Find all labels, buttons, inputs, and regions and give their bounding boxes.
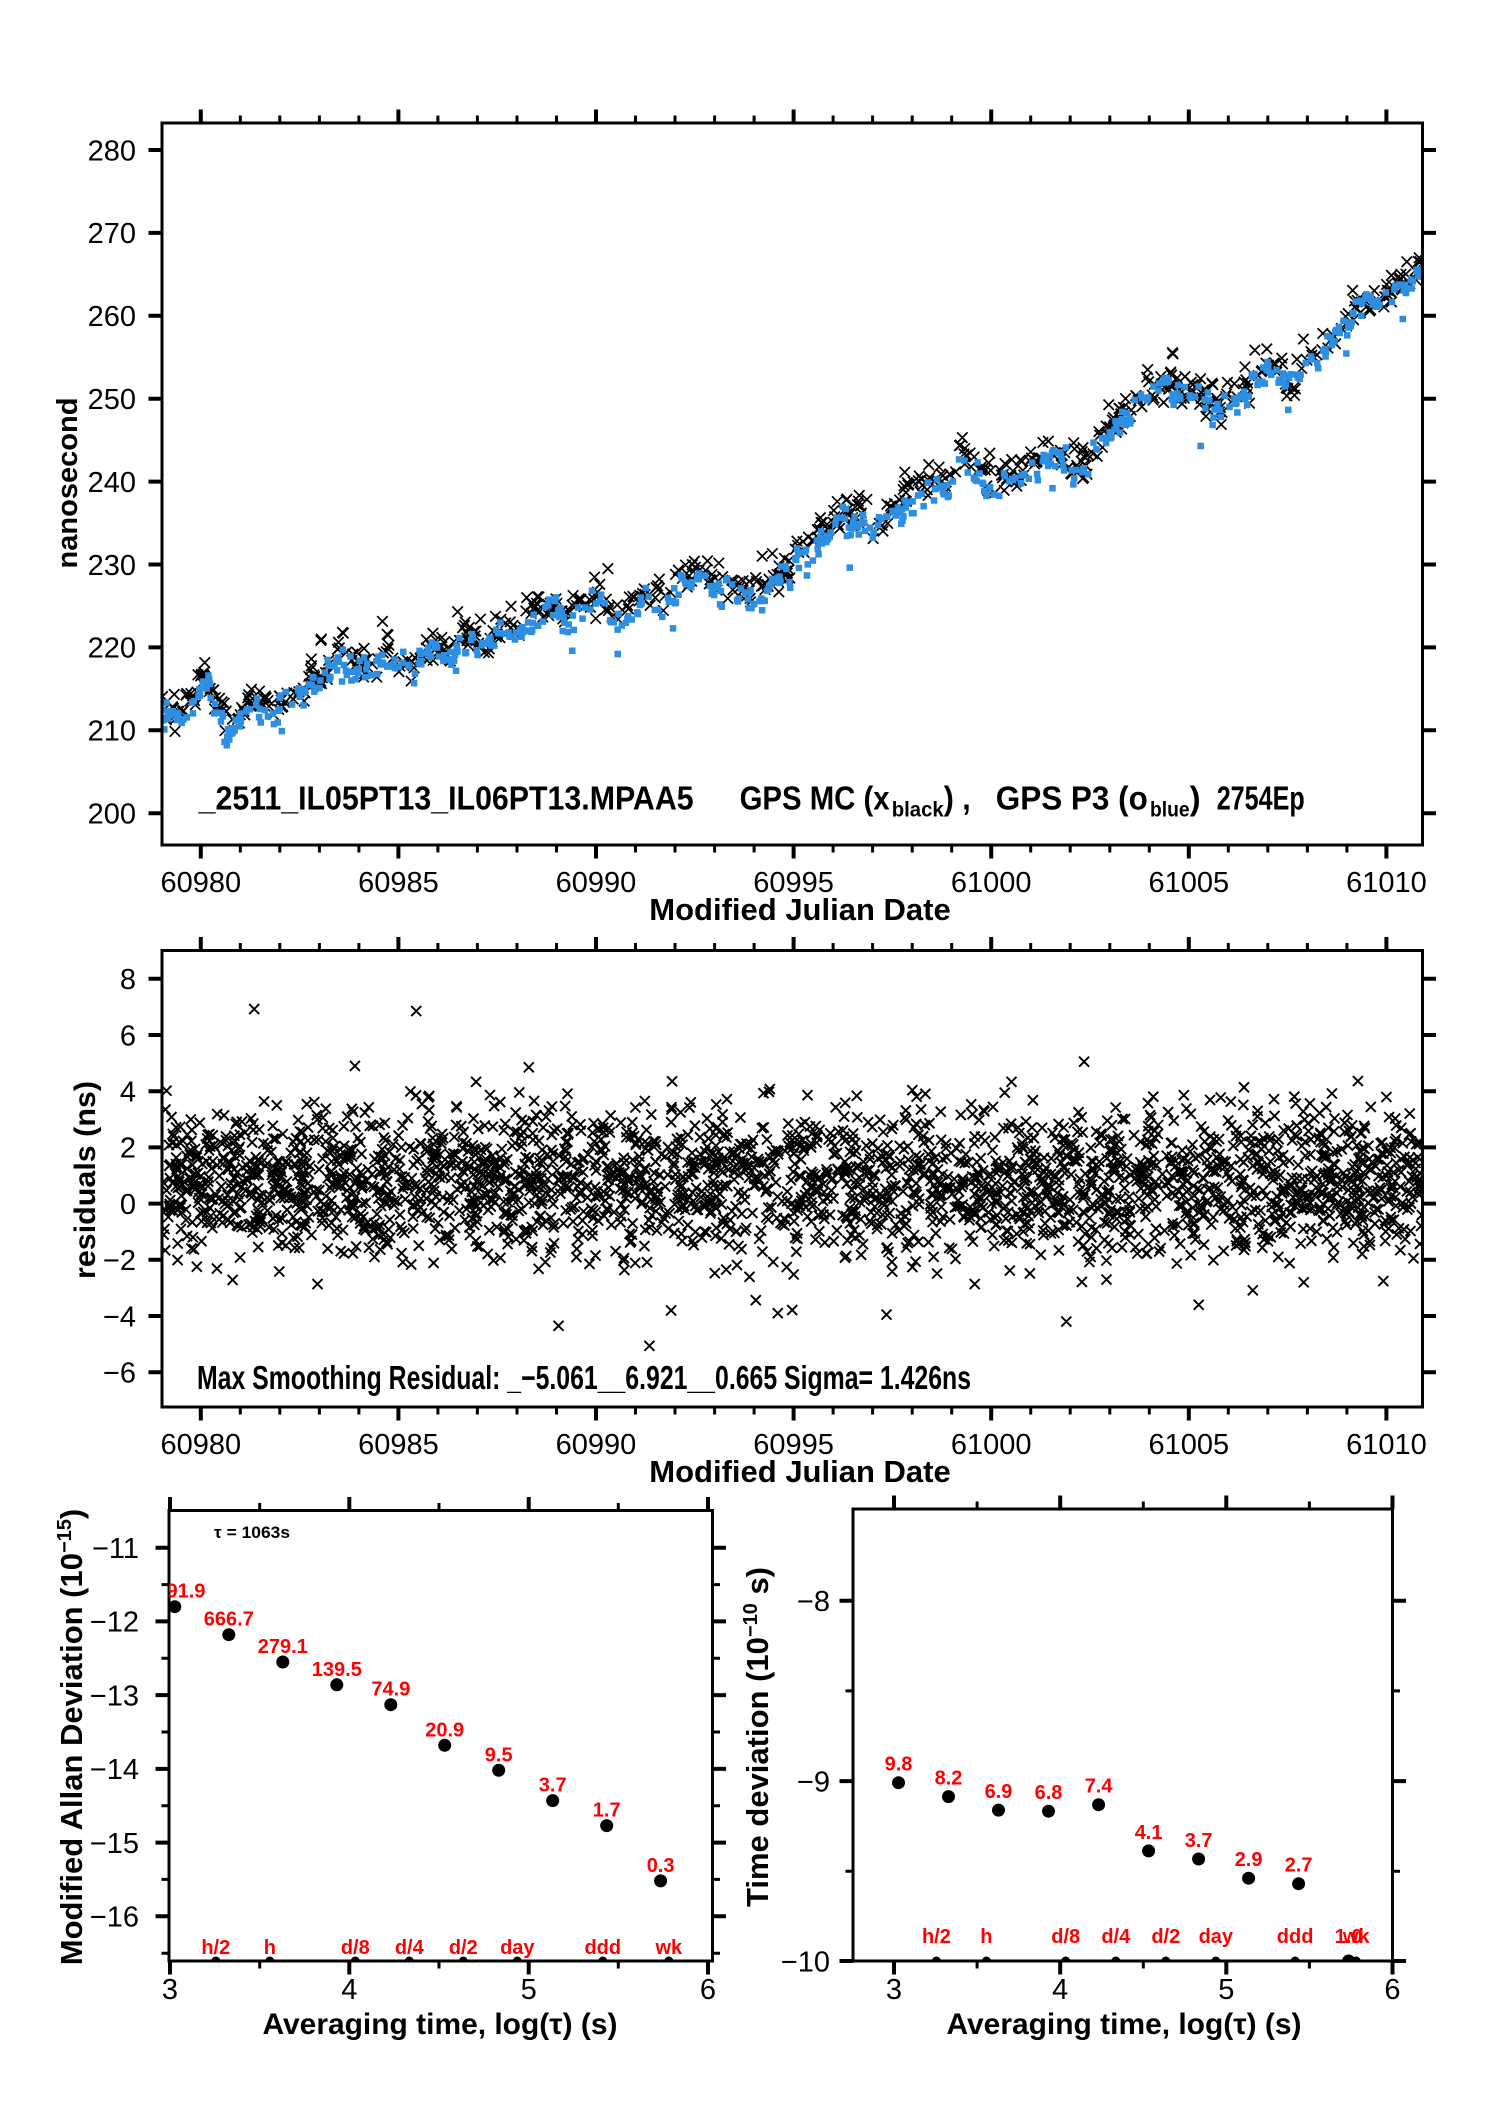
svg-text:60990: 60990 [556,867,637,899]
svg-text:d/4: d/4 [395,1937,425,1959]
svg-text:−8: −8 [797,1586,830,1618]
svg-text:nanosecond: nanosecond [52,398,84,569]
svg-text:wk: wk [654,1937,683,1959]
svg-text:666.7: 666.7 [204,1609,254,1631]
svg-text:Averaging time, log(τ) (s): Averaging time, log(τ) (s) [263,2008,618,2041]
svg-text:τ = 1063s: τ = 1063s [214,1523,290,1542]
svg-text:61000: 61000 [951,867,1032,899]
svg-text:60990: 60990 [556,1429,637,1461]
svg-text:0.3: 0.3 [647,1855,675,1877]
svg-text:139.5: 139.5 [312,1659,362,1681]
svg-text:74.9: 74.9 [371,1679,410,1701]
svg-text:1591.9: 1591.9 [144,1581,205,1603]
svg-text:4: 4 [120,1077,136,1109]
svg-text:279.1: 279.1 [258,1636,308,1658]
svg-text:8.2: 8.2 [935,1768,963,1790]
svg-text:230: 230 [88,550,136,582]
svg-text:h: h [980,1926,992,1948]
svg-text:Averaging time, log(τ) (s): Averaging time, log(τ) (s) [947,2008,1302,2041]
svg-text:6.9: 6.9 [985,1781,1013,1803]
svg-text:4: 4 [1052,1974,1068,2006]
svg-text:61010: 61010 [1346,867,1427,899]
svg-text:3.7: 3.7 [1185,1830,1213,1852]
svg-text:−12: −12 [90,1607,139,1639]
svg-text:260: 260 [88,301,136,333]
svg-text:h/2: h/2 [201,1937,230,1959]
svg-text:4.1: 4.1 [1135,1822,1163,1844]
svg-text:20.9: 20.9 [425,1719,464,1741]
svg-text:h: h [264,1937,276,1959]
svg-text:ddd: ddd [1277,1926,1314,1948]
svg-text:3.7: 3.7 [539,1775,567,1797]
svg-text:−2: −2 [103,1245,136,1277]
svg-text:d/8: d/8 [341,1937,370,1959]
svg-text:d/2: d/2 [1151,1926,1180,1948]
svg-text:−11: −11 [92,1533,139,1565]
svg-text:0: 0 [120,1189,136,1221]
svg-text:60995: 60995 [753,867,834,899]
svg-text:8: 8 [120,964,136,996]
svg-text:60995: 60995 [753,1429,834,1461]
svg-text:61010: 61010 [1346,1429,1427,1461]
svg-text:−4: −4 [103,1301,136,1333]
svg-text:d/4: d/4 [1101,1926,1131,1948]
svg-text:Modified Julian Date: Modified Julian Date [649,1454,950,1489]
svg-text:−16: −16 [90,1902,139,1934]
svg-text:residuals (ns): residuals (ns) [69,1081,102,1279]
svg-text:210: 210 [88,716,136,748]
svg-text:220: 220 [88,633,136,665]
svg-text:d/2: d/2 [449,1937,478,1959]
svg-text:60985: 60985 [358,1429,439,1461]
svg-text:Max Smoothing Residual: _−5.06: Max Smoothing Residual: _−5.061__6.921__… [197,1359,971,1396]
svg-text:5: 5 [1218,1974,1234,2006]
svg-text:−10: −10 [781,1946,830,1978]
svg-text:ddd: ddd [584,1937,621,1959]
svg-text:4: 4 [341,1974,357,2006]
svg-text:240: 240 [88,467,136,499]
svg-text:day: day [500,1937,535,1959]
svg-text:−9: −9 [797,1766,830,1798]
svg-text:280: 280 [88,135,136,167]
svg-text:6: 6 [120,1020,136,1052]
svg-text:250: 250 [88,384,136,416]
svg-text:61005: 61005 [1148,1429,1229,1461]
svg-text:6: 6 [700,1974,716,2006]
svg-text:2.7: 2.7 [1285,1855,1313,1877]
svg-text:270: 270 [88,218,136,250]
svg-text:Modified Julian Date: Modified Julian Date [649,892,950,927]
svg-text:−13: −13 [90,1680,139,1712]
svg-text:2.9: 2.9 [1235,1849,1263,1871]
svg-text:60985: 60985 [358,867,439,899]
svg-text:−14: −14 [90,1754,139,1786]
svg-text:3: 3 [886,1974,902,2006]
svg-text:wk: wk [1342,1926,1371,1948]
svg-text:6.8: 6.8 [1035,1782,1063,1804]
svg-text:Modified Allan Deviation (10−1: Modified Allan Deviation (10−15) [54,1509,89,1966]
svg-text:−15: −15 [90,1828,139,1860]
svg-text:1.7: 1.7 [593,1800,621,1822]
svg-text:61000: 61000 [951,1429,1032,1461]
svg-text:200: 200 [88,799,136,831]
svg-text:−6: −6 [103,1358,136,1390]
svg-text:h/2: h/2 [922,1926,951,1948]
svg-text:d/8: d/8 [1051,1926,1080,1948]
svg-text:2: 2 [120,1133,136,1165]
svg-text:61005: 61005 [1148,867,1229,899]
svg-text:1.0: 1.0 [1335,1926,1363,1948]
svg-text:9.8: 9.8 [885,1754,913,1776]
svg-text:6: 6 [1384,1974,1400,2006]
svg-text:day: day [1199,1926,1234,1948]
svg-text:9.5: 9.5 [485,1744,513,1766]
svg-text:60980: 60980 [160,867,241,899]
svg-text:3: 3 [162,1974,178,2006]
svg-text:7.4: 7.4 [1085,1776,1114,1798]
svg-text:5: 5 [521,1974,537,2006]
svg-text:60980: 60980 [160,1429,241,1461]
